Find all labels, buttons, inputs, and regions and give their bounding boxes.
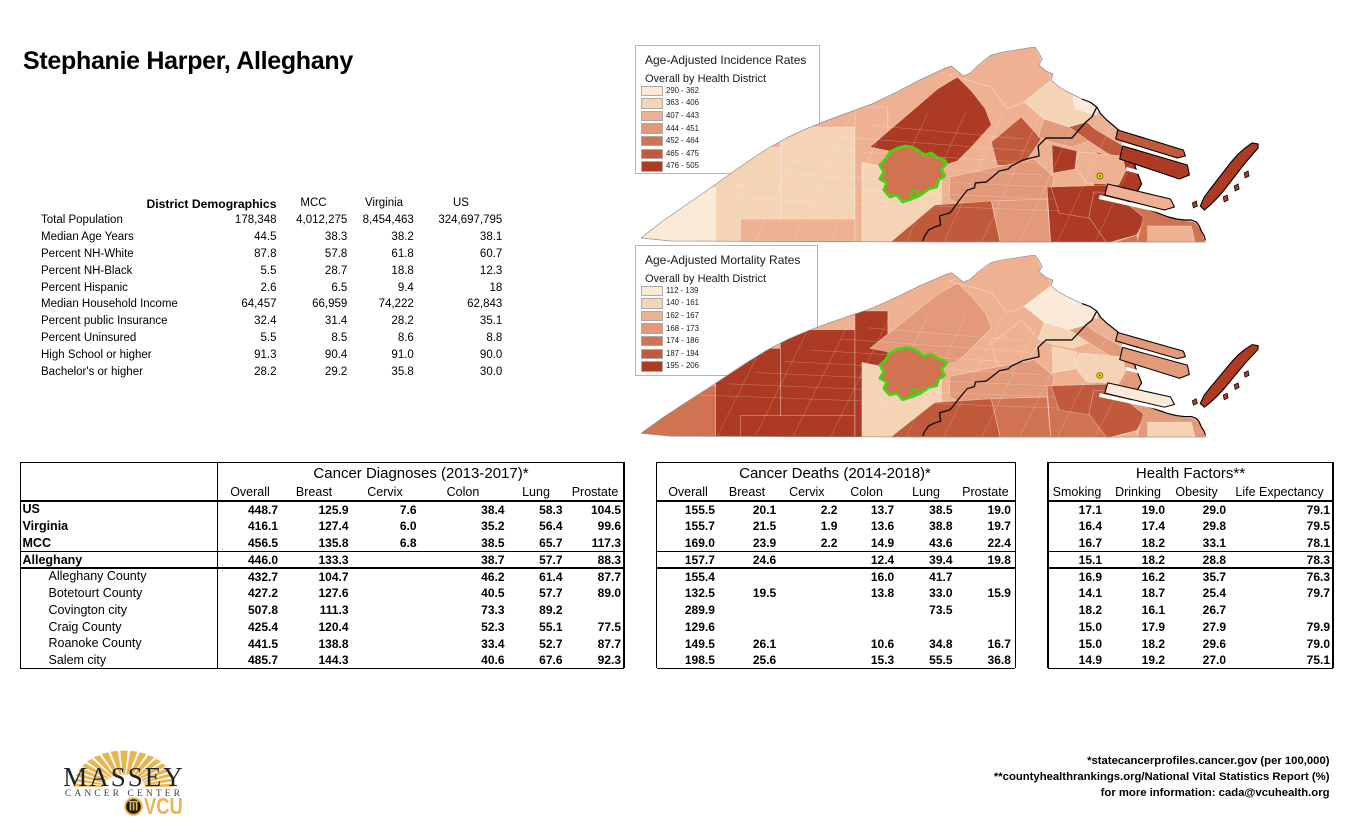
svg-text:MASSEY: MASSEY: [63, 762, 185, 792]
svg-text:VCU: VCU: [144, 794, 183, 819]
svg-text:CANCER CENTER: CANCER CENTER: [65, 789, 183, 799]
